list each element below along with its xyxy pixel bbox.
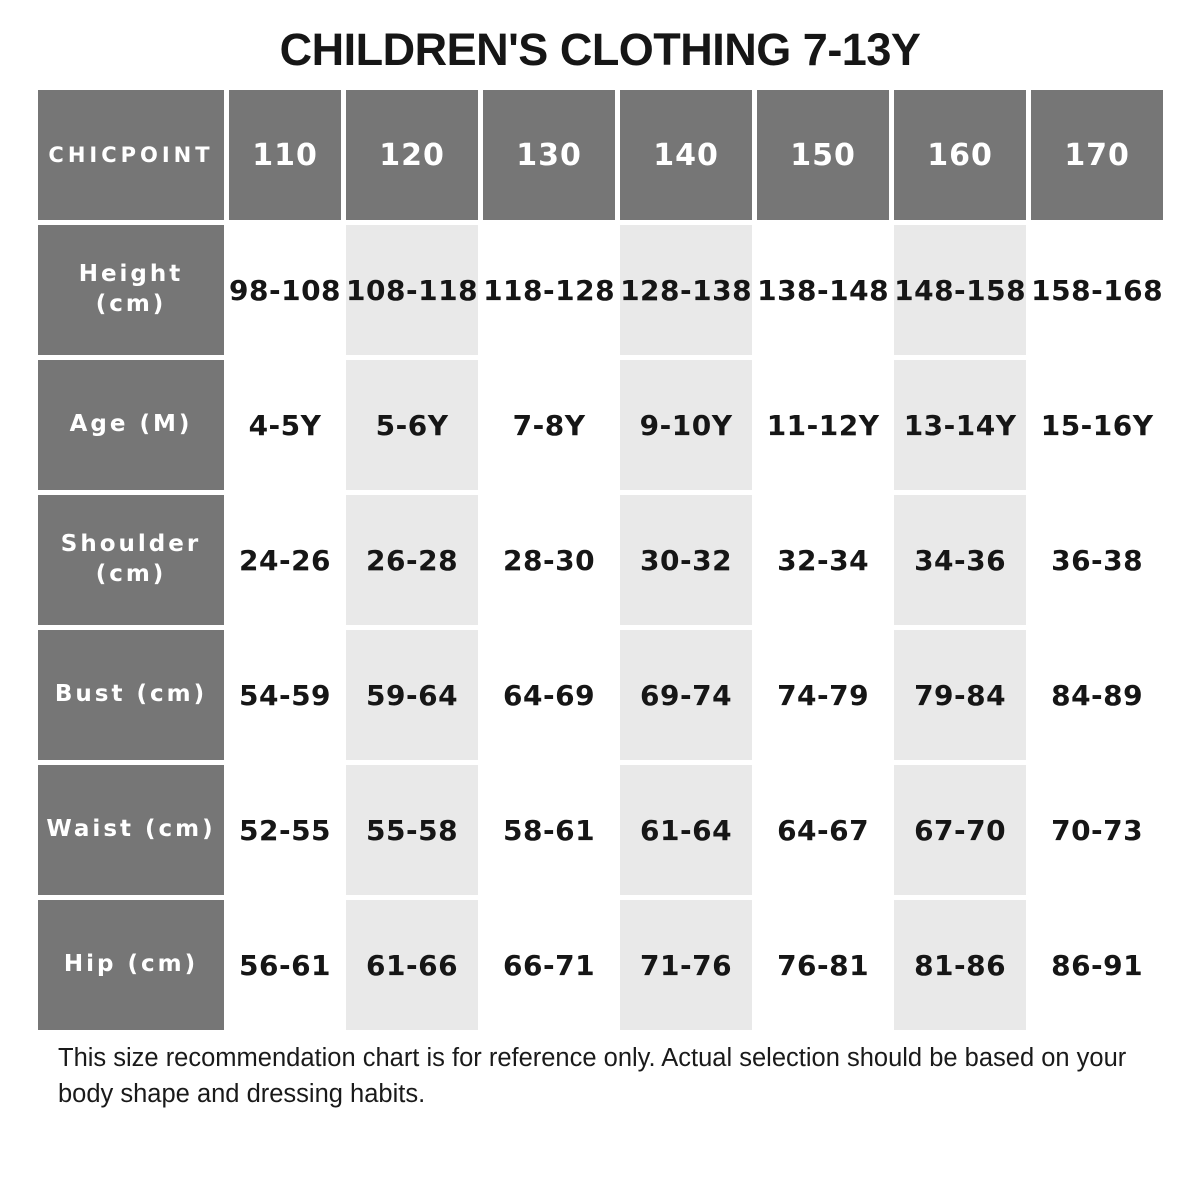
size-value-cell: 138-148 xyxy=(757,225,890,355)
size-column-header: 120 xyxy=(346,90,479,220)
size-value-cell: 5-6Y xyxy=(346,360,479,490)
size-value-cell: 15-16Y xyxy=(1031,360,1164,490)
size-value-cell: 11-12Y xyxy=(757,360,890,490)
size-value-cell: 30-32 xyxy=(620,495,753,625)
size-value-cell: 148-158 xyxy=(894,225,1027,355)
size-value-cell: 71-76 xyxy=(620,900,753,1030)
size-value-cell: 55-58 xyxy=(346,765,479,895)
size-value-cell: 7-8Y xyxy=(483,360,616,490)
size-column-header: 170 xyxy=(1031,90,1164,220)
size-value-cell: 84-89 xyxy=(1031,630,1164,760)
size-value-cell: 59-64 xyxy=(346,630,479,760)
size-value-cell: 52-55 xyxy=(229,765,342,895)
size-value-cell: 108-118 xyxy=(346,225,479,355)
size-value-cell: 34-36 xyxy=(894,495,1027,625)
size-column-header: 110 xyxy=(229,90,342,220)
size-column-header: 160 xyxy=(894,90,1027,220)
size-value-cell: 26-28 xyxy=(346,495,479,625)
size-value-cell: 79-84 xyxy=(894,630,1027,760)
row-label: Age (M) xyxy=(38,360,224,490)
size-value-cell: 54-59 xyxy=(229,630,342,760)
size-value-cell: 76-81 xyxy=(757,900,890,1030)
size-value-cell: 64-67 xyxy=(757,765,890,895)
size-column-header: 140 xyxy=(620,90,753,220)
size-value-cell: 70-73 xyxy=(1031,765,1164,895)
size-value-cell: 67-70 xyxy=(894,765,1027,895)
size-value-cell: 24-26 xyxy=(229,495,342,625)
size-value-cell: 86-91 xyxy=(1031,900,1164,1030)
size-value-cell: 9-10Y xyxy=(620,360,753,490)
size-value-cell: 64-69 xyxy=(483,630,616,760)
size-value-cell: 58-61 xyxy=(483,765,616,895)
size-value-cell: 69-74 xyxy=(620,630,753,760)
size-value-cell: 81-86 xyxy=(894,900,1027,1030)
size-value-cell: 61-64 xyxy=(620,765,753,895)
size-value-cell: 61-66 xyxy=(346,900,479,1030)
size-column-header: 150 xyxy=(757,90,890,220)
size-value-cell: 98-108 xyxy=(229,225,342,355)
footer-note: This size recommendation chart is for re… xyxy=(58,1044,1127,1109)
size-value-cell: 56-61 xyxy=(229,900,342,1030)
size-value-cell: 158-168 xyxy=(1031,225,1164,355)
size-value-cell: 118-128 xyxy=(483,225,616,355)
size-value-cell: 74-79 xyxy=(757,630,890,760)
row-label: Waist (cm) xyxy=(38,765,224,895)
size-value-cell: 13-14Y xyxy=(894,360,1027,490)
size-table: CHICPOINT 110 120 130 140 150 160 170 Height (c… xyxy=(38,90,1164,1030)
size-value-cell: 128-138 xyxy=(620,225,753,355)
row-label: Hip (cm) xyxy=(38,900,224,1030)
row-label: Height (cm) xyxy=(38,225,224,355)
row-label: Bust (cm) xyxy=(38,630,224,760)
size-value-cell: 4-5Y xyxy=(229,360,342,490)
page-title: CHILDREN'S CLOTHING 7-13Y xyxy=(279,24,921,75)
size-value-cell: 32-34 xyxy=(757,495,890,625)
size-column-header: 130 xyxy=(483,90,616,220)
size-value-cell: 28-30 xyxy=(483,495,616,625)
size-value-cell: 66-71 xyxy=(483,900,616,1030)
row-label: Shoulder (cm) xyxy=(38,495,224,625)
size-value-cell: 36-38 xyxy=(1031,495,1164,625)
brand-corner-cell: CHICPOINT xyxy=(38,90,224,220)
